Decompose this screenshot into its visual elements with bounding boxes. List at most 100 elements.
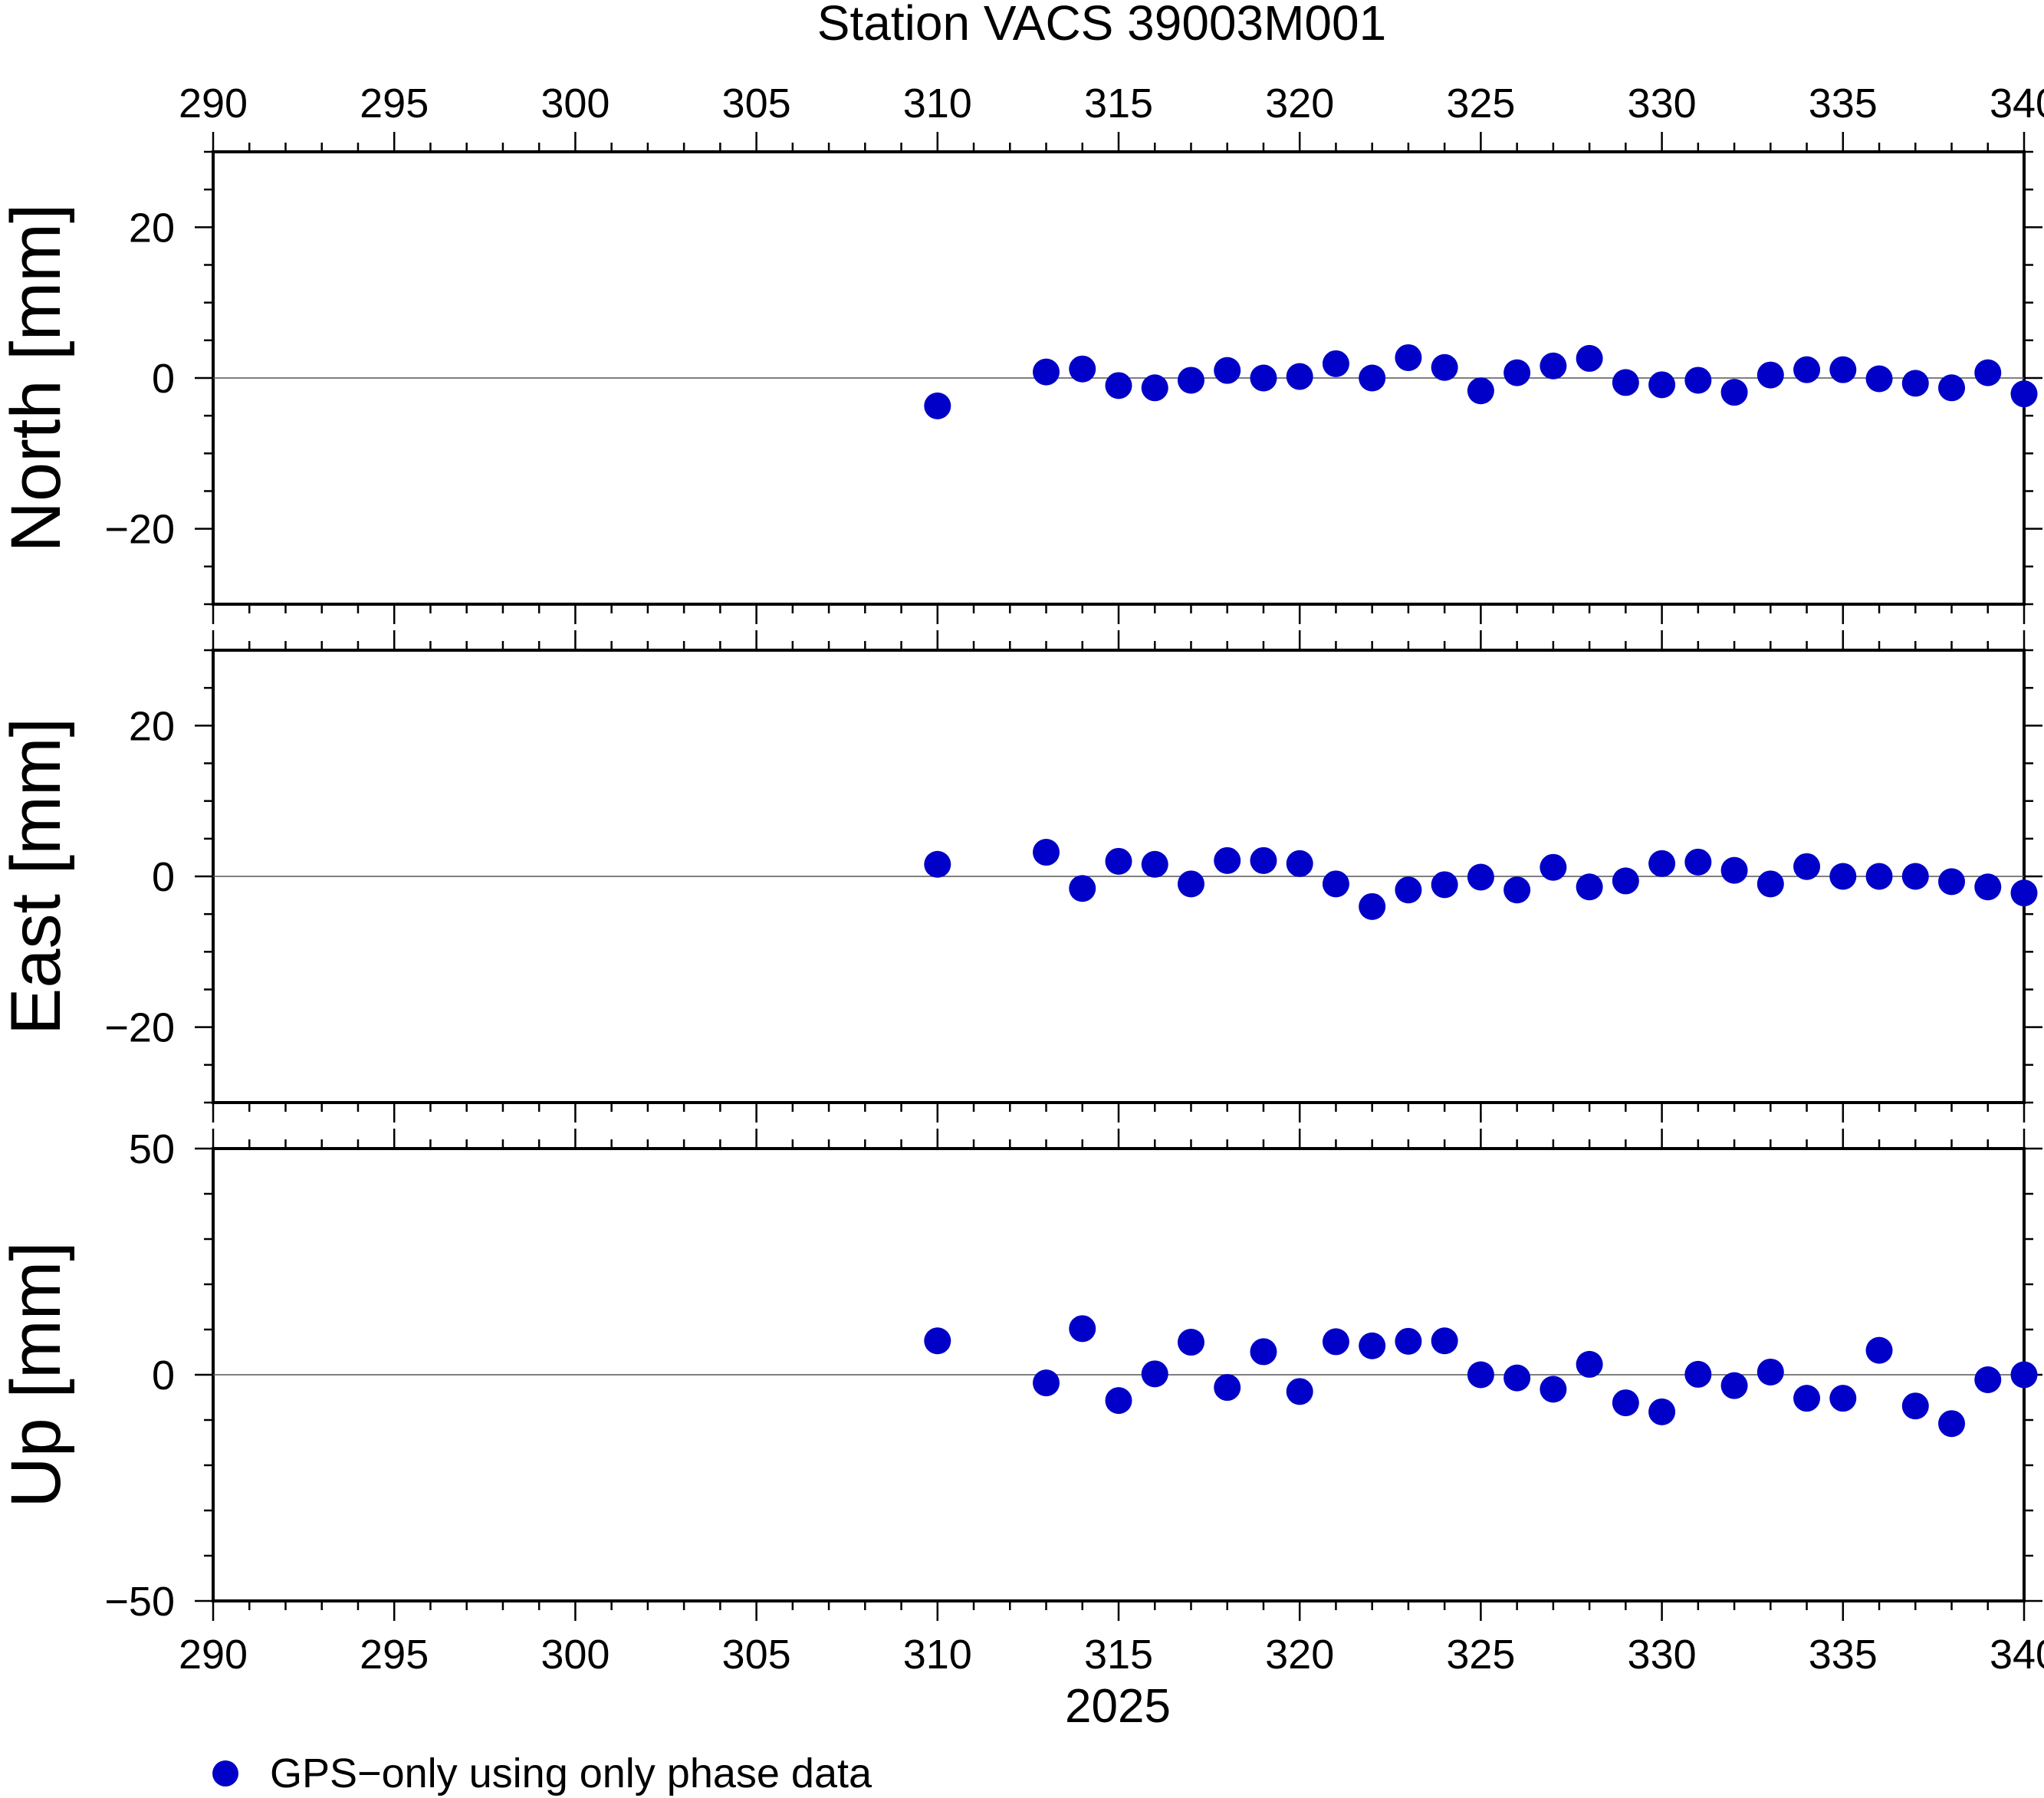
top-x-tick-label: 300	[541, 81, 610, 127]
data-point	[1503, 876, 1531, 904]
bottom-x-tick-label: 310	[903, 1632, 972, 1678]
data-point	[1612, 369, 1639, 396]
data-point	[1359, 892, 1386, 920]
data-point	[1322, 350, 1349, 377]
data-point	[1648, 1398, 1676, 1425]
data-point	[1105, 847, 1132, 875]
data-point	[1865, 365, 1893, 393]
data-point	[1974, 873, 2002, 901]
bottom-x-tick-label: 335	[1809, 1632, 1878, 1678]
bottom-x-tick-label: 295	[360, 1632, 429, 1678]
data-point	[1756, 870, 1784, 898]
data-point	[1684, 367, 1712, 394]
data-point	[1612, 1389, 1639, 1417]
bottom-x-tick-label: 315	[1084, 1632, 1153, 1678]
data-point	[924, 850, 951, 878]
top-x-tick-label: 310	[903, 81, 972, 127]
data-point	[1250, 364, 1277, 392]
data-point	[1865, 1336, 1893, 1364]
top-x-tick-label: 305	[722, 81, 791, 127]
y-tick-label: −20	[104, 507, 175, 553]
top-x-tick-label: 320	[1265, 81, 1334, 127]
data-point	[1829, 1385, 1857, 1412]
data-point	[1431, 871, 1458, 899]
data-point	[1756, 1358, 1784, 1385]
data-point	[1033, 1369, 1060, 1397]
data-point	[1177, 870, 1204, 898]
data-point	[1829, 863, 1857, 890]
data-point	[1901, 370, 1929, 397]
data-point	[1322, 1328, 1349, 1356]
data-point	[1286, 850, 1313, 877]
data-point	[1395, 876, 1422, 904]
data-point	[1974, 359, 2002, 386]
data-point	[1395, 343, 1422, 371]
data-point	[1576, 1350, 1603, 1378]
y-axis-title: East [mm]	[0, 718, 75, 1035]
data-point	[1648, 371, 1676, 399]
data-point	[1865, 863, 1893, 890]
data-point	[1395, 1327, 1422, 1355]
data-point	[924, 392, 951, 419]
data-point	[1431, 353, 1458, 381]
data-point	[1467, 377, 1494, 405]
top-x-tick-label: 290	[179, 81, 248, 127]
data-point	[1105, 372, 1132, 399]
data-point	[1793, 356, 1821, 383]
data-point	[1069, 875, 1096, 902]
data-point	[1648, 850, 1676, 877]
data-point	[1177, 367, 1204, 394]
bottom-x-tick-label: 340	[1990, 1632, 2044, 1678]
data-point	[1431, 1327, 1458, 1355]
data-point	[1286, 363, 1313, 390]
data-point	[1177, 1329, 1204, 1356]
y-tick-label: −50	[104, 1579, 175, 1625]
data-point	[1684, 1360, 1712, 1388]
data-point	[2010, 879, 2038, 907]
data-point	[1938, 374, 1966, 402]
data-point	[1214, 1374, 1241, 1402]
data-point	[1540, 352, 1567, 380]
data-point	[1467, 1361, 1494, 1389]
data-point	[1250, 846, 1277, 874]
panels: 290 295 300 305 310 315 320 325 330 335 340 290 295 3…	[0, 81, 2044, 1678]
data-point	[1322, 870, 1349, 898]
top-x-tick-label: 325	[1446, 81, 1515, 127]
top-x-tick-label: 335	[1809, 81, 1878, 127]
data-point	[1938, 868, 1966, 896]
data-point	[1033, 839, 1060, 866]
data-point	[1359, 364, 1386, 392]
top-x-tick-label: 295	[360, 81, 429, 127]
data-point	[1576, 873, 1603, 901]
y-tick-label: 0	[152, 854, 175, 900]
y-tick-label: 0	[152, 356, 175, 402]
y-tick-label: 20	[129, 205, 175, 251]
data-point	[1359, 1332, 1386, 1359]
y-axis-title: Up [mm]	[0, 1241, 75, 1508]
chart-title: Station VACS 39003M001	[817, 0, 1386, 51]
y-tick-label: 20	[129, 703, 175, 749]
data-point	[1141, 374, 1168, 402]
data-point	[1684, 848, 1712, 876]
y-tick-label: 50	[129, 1126, 175, 1172]
data-point	[1214, 846, 1241, 874]
legend-marker	[212, 1760, 238, 1786]
bottom-x-tick-label: 300	[541, 1632, 610, 1678]
top-x-tick-label: 340	[1990, 81, 2044, 127]
data-point	[1720, 379, 1748, 406]
data-point	[2010, 380, 2038, 408]
y-axis-title: North [mm]	[0, 204, 75, 553]
top-x-tick-label: 330	[1628, 81, 1697, 127]
y-tick-label: 0	[152, 1353, 175, 1399]
data-point	[1467, 863, 1494, 891]
data-point	[1286, 1378, 1313, 1405]
bottom-x-tick-label: 305	[722, 1632, 791, 1678]
y-tick-label: −20	[104, 1005, 175, 1051]
x-axis-title: 2025	[1065, 1680, 1171, 1733]
data-point	[1141, 850, 1168, 878]
data-point	[1214, 357, 1241, 384]
data-point	[1105, 1387, 1132, 1415]
data-point	[1503, 1364, 1531, 1392]
data-point	[1938, 1410, 1966, 1438]
